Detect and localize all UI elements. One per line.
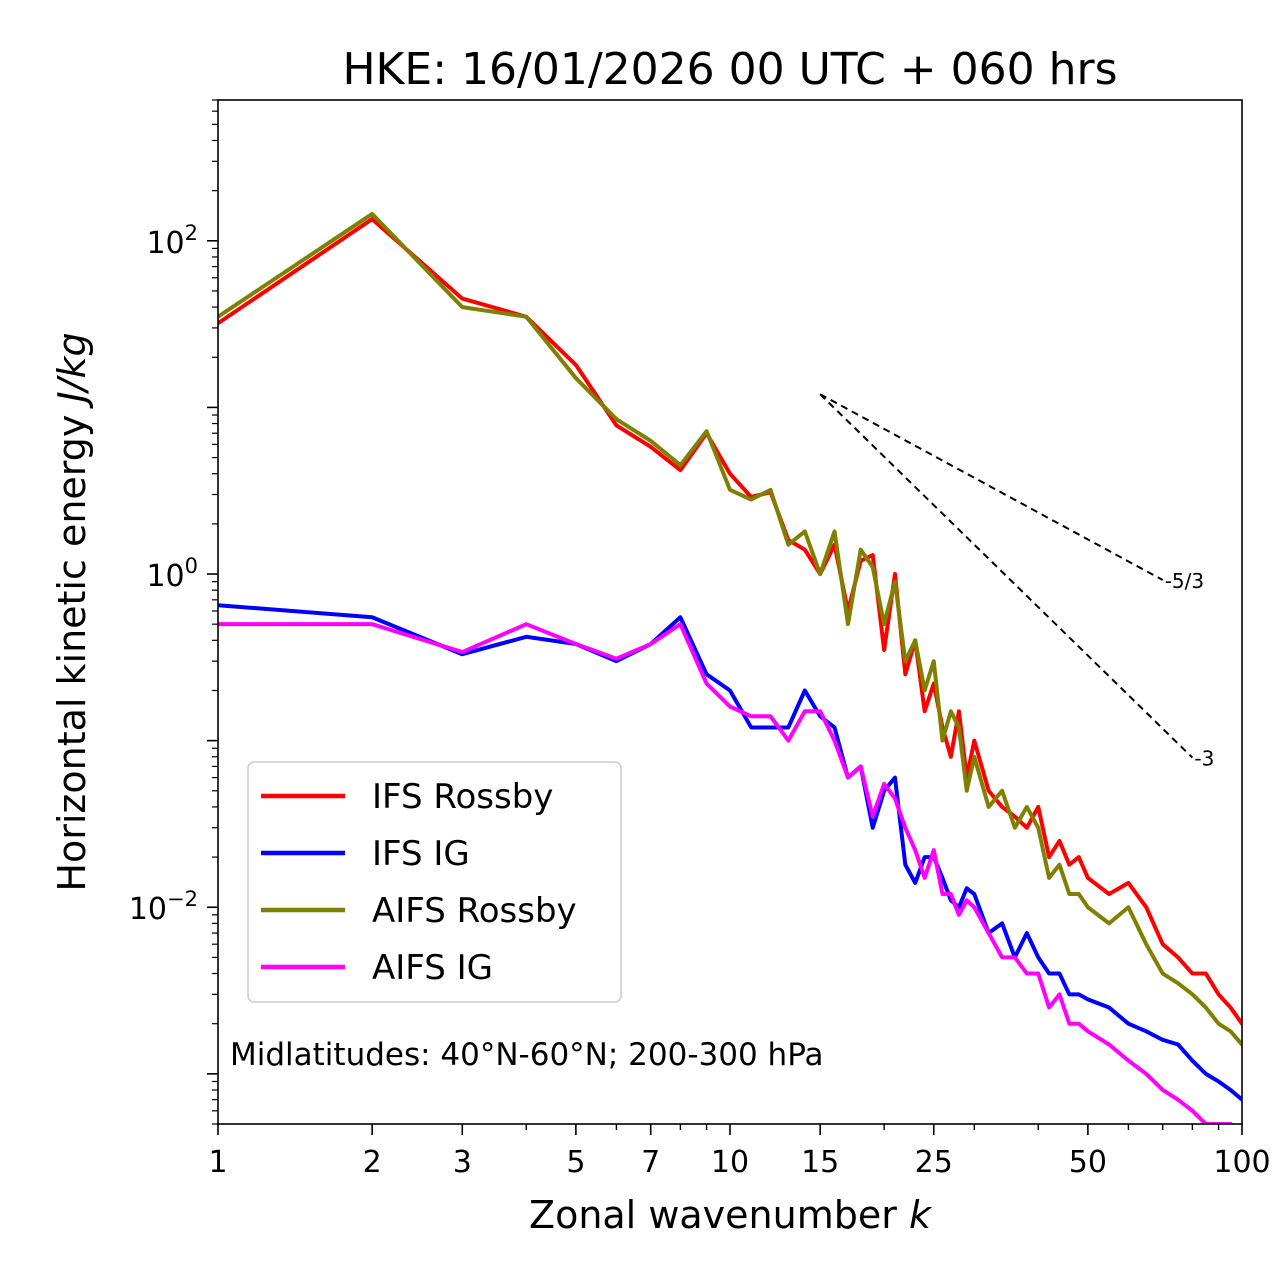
legend-box xyxy=(247,761,622,1003)
x-axis-ticks: 1 2 3 5 7 10 15 25 50 100 xyxy=(208,1124,1271,1180)
x-tick-label: 10 xyxy=(711,1145,749,1180)
y-tick-label: 10−2 xyxy=(129,887,198,927)
reference-slope-label-1: -5/3 xyxy=(1165,569,1204,593)
legend-label-2: IFS IG xyxy=(372,834,470,874)
y-axis-ticks: 102 100 10−2 xyxy=(129,99,218,1125)
reference-slope-line-2 xyxy=(819,393,1194,759)
x-tick-label: 15 xyxy=(801,1145,839,1180)
legend-label-4: AIFS IG xyxy=(372,948,493,988)
y-axis-label: Horizontal kinetic energy xyxy=(50,415,94,892)
x-axis-label: Zonal wavenumber xyxy=(529,1193,897,1237)
x-tick-label: 3 xyxy=(453,1145,472,1180)
legend: IFS Rossby IFS IG AIFS Rossby AIFS IG xyxy=(247,761,622,1003)
x-tick-label: 100 xyxy=(1213,1145,1270,1180)
legend-label-3: AIFS Rossby xyxy=(372,891,577,931)
y-axis-title: Horizontal kinetic energy J/kg xyxy=(50,332,94,891)
y-tick-label: 102 xyxy=(146,221,198,261)
legend-label-1: IFS Rossby xyxy=(372,777,553,817)
x-tick-label: 2 xyxy=(363,1145,382,1180)
x-axis-variable: k xyxy=(909,1193,933,1237)
x-tick-label: 25 xyxy=(915,1145,953,1180)
series-line-3 xyxy=(218,211,1242,1047)
y-axis-unit: J/kg xyxy=(50,332,94,409)
reference-slope-line-1 xyxy=(819,393,1164,581)
series-layer xyxy=(218,211,1242,1124)
x-tick-label: 7 xyxy=(641,1145,660,1180)
x-tick-label: 5 xyxy=(566,1145,585,1180)
region-annotation: Midlatitudes: 40°N-60°N; 200-300 hPa xyxy=(230,1037,824,1073)
chart-title: HKE: 16/01/2026 00 UTC + 060 hrs xyxy=(342,44,1117,95)
x-axis-title: Zonal wavenumber k xyxy=(529,1193,933,1237)
x-tick-label: 50 xyxy=(1069,1145,1107,1180)
series-line-4 xyxy=(218,622,1234,1124)
reference-slope-label-2: -3 xyxy=(1194,747,1214,771)
y-tick-label: 100 xyxy=(146,554,198,594)
reference-slopes: -5/3 -3 xyxy=(819,393,1214,771)
x-tick-label: 1 xyxy=(208,1145,227,1180)
legend-entries: IFS Rossby IFS IG AIFS Rossby AIFS IG xyxy=(261,777,577,988)
